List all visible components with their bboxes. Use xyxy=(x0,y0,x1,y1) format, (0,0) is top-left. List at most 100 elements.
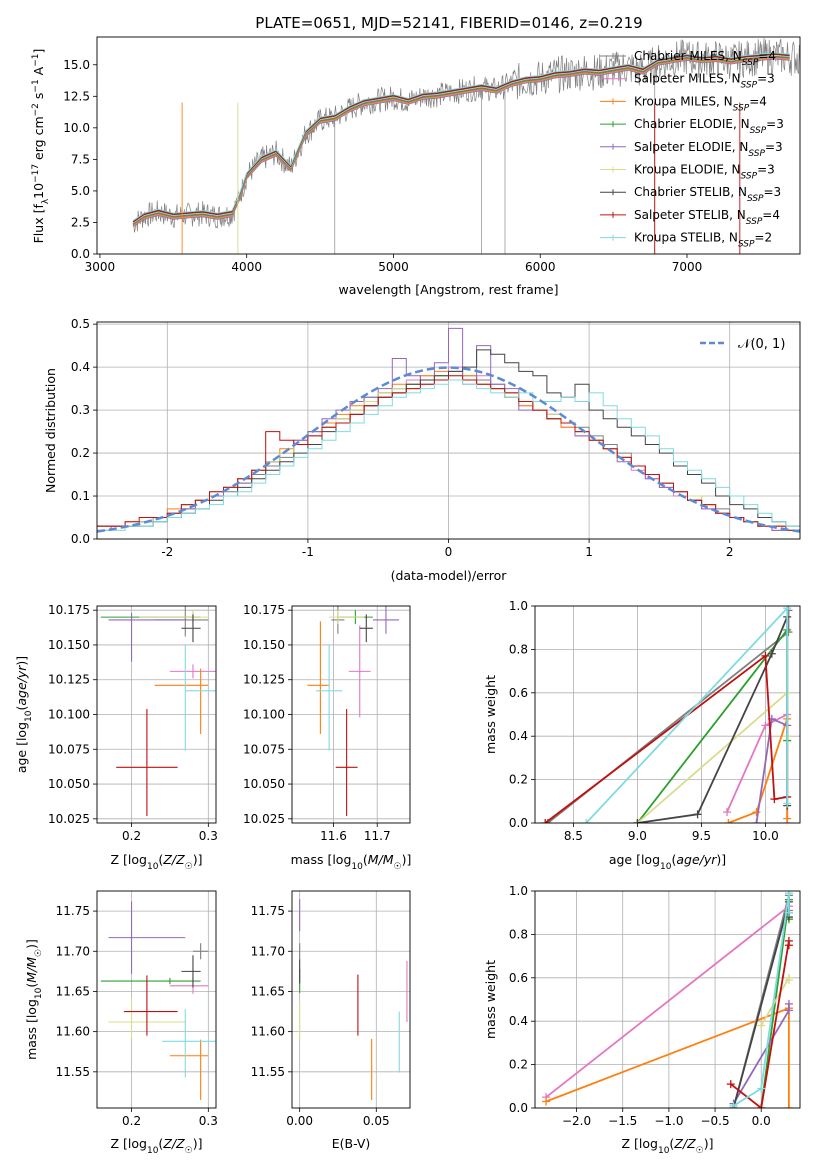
age_vs_mass-ytick-label: 10.025 xyxy=(243,812,285,826)
age_vs_mass-plot-area xyxy=(307,606,400,817)
mass_vs_EBV-plot-area xyxy=(299,899,408,1100)
massweight_vs_age-frame xyxy=(534,605,801,824)
spectrum-legend-label-5: Kroupa ELODIE, NSSP=3 xyxy=(634,163,775,182)
residuals-ytick-label: 0.1 xyxy=(71,489,90,503)
residuals-ytick-label: 0.3 xyxy=(71,403,90,417)
massweight_vs_age-marker-7 xyxy=(541,819,550,823)
spectrum-legend-label-7: Salpeter STELIB, NSSP=4 xyxy=(634,208,780,227)
massweight_vs_Z-marker-7 xyxy=(726,1080,735,1089)
massweight_vs_age-marker-1 xyxy=(761,721,770,730)
age_vs_mass-frame xyxy=(291,605,411,824)
age_vs_Z-frame xyxy=(96,605,217,824)
residuals-ytick-label: 0.0 xyxy=(71,532,90,546)
spectrum-plot-area xyxy=(132,38,800,254)
mass_vs_Z-xtick-label: 0.3 xyxy=(199,1114,218,1128)
age_vs_Z-xtick-label: 0.2 xyxy=(122,829,141,843)
residuals-xtick-label: -2 xyxy=(161,545,173,559)
age_vs_Z-ytick-label: 10.150 xyxy=(48,638,90,652)
mass_vs_EBV-ytick-label: 11.65 xyxy=(251,984,285,998)
spectrum-ylabel: Flux [fλ10−17 erg cm−2 s−1 A−1] xyxy=(31,49,51,244)
spectrum-ytick-label: 5.0 xyxy=(71,184,90,198)
massweight_vs_age-marker-2 xyxy=(783,814,792,823)
massweight_vs_age-xtick-label: 8.5 xyxy=(564,829,583,843)
mass-vs-z-xlabel: Z [log10(Z/Z☉)] xyxy=(111,1136,203,1156)
residuals-ylabel: Normed distribution xyxy=(43,368,58,493)
mass-vs-ebv-xlabel: E(B-V) xyxy=(332,1136,371,1151)
spectrum-legend-label-1: Salpeter MILES, NSSP=3 xyxy=(634,72,775,91)
age_vs_mass-ytick-label: 10.175 xyxy=(243,603,285,617)
mass_vs_Z-ytick-label: 11.75 xyxy=(56,904,90,918)
age_vs_mass-ytick-label: 10.125 xyxy=(243,673,285,687)
massweight_vs_Z-marker-2 xyxy=(784,1104,793,1108)
mass_vs_EBV-ytick-label: 11.60 xyxy=(251,1025,285,1039)
residuals-xtick-label: 1 xyxy=(585,545,593,559)
massweight_vs_age-marker-2 xyxy=(752,808,761,817)
spectrum-frame xyxy=(96,36,801,255)
spectrum-legend-label-4: Salpeter ELODIE, NSSP=3 xyxy=(634,140,783,159)
mass_vs_Z-axes: 0.2 0.3 11.55 11.60 11.65 11.70 11.75 xyxy=(56,891,218,1128)
age_vs_mass-ytick-label: 10.075 xyxy=(243,742,285,756)
spectrum-axes: 3000 4000 5000 6000 7000 0.0 2.5 5.0 7.5 10.0 12.5… xyxy=(63,58,702,274)
mass_vs_Z-ytick-label: 11.65 xyxy=(56,984,90,998)
mass_vs_Z-frame xyxy=(96,890,217,1109)
massweight_vs_age-marker-7 xyxy=(770,795,779,804)
spectrum-xtick-label: 4000 xyxy=(231,260,262,274)
massweight_vs_Z-marker-5 xyxy=(784,975,793,984)
mass_vs_EBV-ytick-label: 11.75 xyxy=(251,904,285,918)
massweight_vs_Z-marker-8 xyxy=(784,908,793,917)
age_vs_mass-axes: 11.6 11.7 10.025 10.050 10.075 10.100 10.125 10… xyxy=(243,603,410,843)
massweight-vs-age-ylabel: mass weight xyxy=(483,675,498,754)
massweight_vs_age-marker-4 xyxy=(752,819,761,823)
massweight_vs_age-line-7 xyxy=(544,654,788,823)
spectrum-legend-label-8: Kroupa STELIB, NSSP=2 xyxy=(634,231,772,250)
massweight_vs_age-ytick-label: 0.4 xyxy=(509,729,528,743)
residual-histogram-8 xyxy=(97,379,800,531)
mass_vs_EBV-xtick-label: 0.05 xyxy=(363,1114,390,1128)
massweight_vs_Z-xtick-label: −0.5 xyxy=(700,1114,729,1128)
age-vs-z-ylabel: age [log10(age/yr)] xyxy=(14,656,34,773)
massweight-vs-z-xlabel: Z [log10(Z/Z☉)] xyxy=(622,1136,714,1156)
residuals-xtick-label: -1 xyxy=(302,545,314,559)
spectrum-ytick-label: 15.0 xyxy=(63,58,90,72)
massweight_vs_age-marker-8 xyxy=(582,819,591,823)
massweight_vs_age-ytick-label: 0.8 xyxy=(509,642,528,656)
spectrum-xtick-label: 7000 xyxy=(672,260,703,274)
age_vs_mass-ytick-label: 10.050 xyxy=(243,777,285,791)
age_vs_Z-ytick-label: 10.050 xyxy=(48,777,90,791)
massweight_vs_Z-plot-area xyxy=(542,891,793,1108)
residuals-frame xyxy=(96,321,801,540)
mass_vs_Z-xtick-label: 0.2 xyxy=(122,1114,141,1128)
massweight_vs_age-ytick-label: 0.6 xyxy=(509,686,528,700)
massweight_vs_Z-marker-8 xyxy=(784,891,793,898)
spectrum-model-line-8 xyxy=(132,52,790,222)
residuals-xtick-label: 2 xyxy=(726,545,734,559)
mass_vs_Z-ytick-label: 11.55 xyxy=(56,1065,90,1079)
spectrum-ytick-label: 10.0 xyxy=(63,121,90,135)
age_vs_Z-ytick-label: 10.025 xyxy=(48,812,90,826)
massweight_vs_age-marker-6 xyxy=(633,819,642,823)
massweight_vs_Z-marker-8 xyxy=(757,1084,766,1093)
massweight_vs_Z-ytick-label: 0.8 xyxy=(509,927,528,941)
massweight_vs_Z-marker-2 xyxy=(542,1097,551,1106)
mass_vs_Z-ytick-label: 11.70 xyxy=(56,944,90,958)
massweight_vs_Z-marker-7 xyxy=(784,941,793,950)
massweight_vs_Z-marker-7 xyxy=(757,1104,766,1108)
massweight_vs_age-xtick-label: 10.0 xyxy=(752,829,779,843)
spectrum-xtick-label: 6000 xyxy=(525,260,556,274)
residuals-xlabel: (data-model)/error xyxy=(391,568,508,583)
age_vs_Z-ytick-label: 10.075 xyxy=(48,742,90,756)
massweight_vs_Z-marker-4 xyxy=(784,999,793,1008)
mass_vs_EBV-axes: 0.00 0.05 11.55 11.60 11.65 11.70 11.75 xyxy=(251,891,410,1128)
massweight_vs_Z-marker-5 xyxy=(757,1021,766,1030)
massweight_vs_age-xtick-label: 9.5 xyxy=(692,829,711,843)
massweight_vs_Z-ytick-label: 0.6 xyxy=(509,971,528,985)
massweight_vs_age-ytick-label: 1.0 xyxy=(509,599,528,613)
massweight_vs_age-ytick-label: 0.0 xyxy=(509,816,528,830)
massweight_vs_age-marker-6 xyxy=(693,810,702,819)
mass_vs_EBV-xtick-label: 0.00 xyxy=(286,1114,313,1128)
spectrum-ytick-label: 12.5 xyxy=(63,89,90,103)
mass_vs_EBV-ytick-label: 11.55 xyxy=(251,1065,285,1079)
age_vs_Z-xtick-label: 0.3 xyxy=(199,829,218,843)
massweight_vs_age-marker-7 xyxy=(761,651,770,660)
